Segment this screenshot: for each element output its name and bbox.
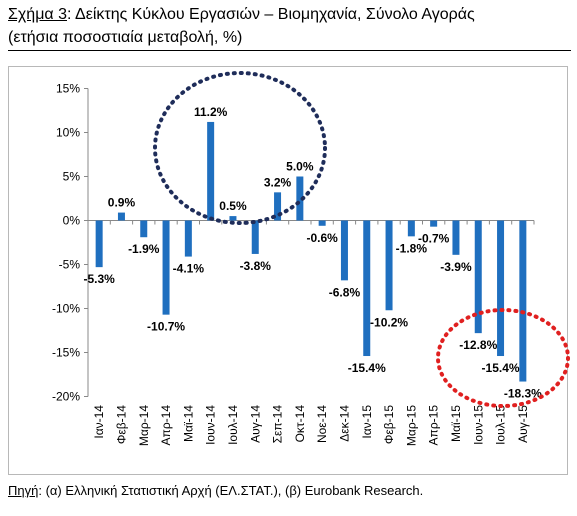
bar-Μαρ-14	[140, 220, 148, 238]
chart-subtitle: (ετήσια ποσοστιαία μεταβολή, %)	[8, 29, 243, 46]
y-tick-label: 15%	[56, 82, 80, 96]
bar-Ιουν-15	[474, 220, 482, 334]
data-label: -5.3%	[83, 272, 115, 286]
x-tick-label: Φεβ-15	[382, 405, 396, 444]
x-tick-label: Ιαν-15	[360, 405, 374, 439]
x-tick-label: Ιουλ-14	[226, 405, 240, 445]
bar-Ιαν-15	[363, 220, 371, 357]
source-note: Πηγή: (α) Ελληνική Στατιστική Αρχή (ΕΛ.Σ…	[8, 482, 423, 500]
source-text: : (α) Ελληνική Στατιστική Αρχή (ΕΛ.ΣΤΑΤ.…	[38, 483, 424, 498]
bar-Αυγ-15	[519, 220, 527, 382]
data-label: -3.8%	[240, 259, 272, 273]
y-tick-label: -20%	[52, 390, 80, 404]
y-tick-label: 0%	[63, 214, 81, 228]
bar-Οκτ-14	[296, 176, 304, 221]
x-tick-label: Ιουν-14	[204, 405, 218, 445]
bar-Ιαν-14	[95, 220, 103, 268]
x-tick-label: Σεπ-14	[271, 405, 285, 444]
bar-Αυγ-14	[251, 220, 259, 254]
bar-Ιουν-14	[207, 121, 215, 221]
bar-Μαρ-15	[407, 220, 415, 237]
bar-Ιουλ-14	[229, 216, 237, 221]
data-label: -1.8%	[396, 241, 428, 255]
data-label: 5.0%	[286, 160, 314, 174]
figure-title-text: : Δείκτης Κύκλου Εργασιών – Βιομηχανία, …	[67, 6, 475, 23]
x-tick-label: Ιουλ-15	[494, 405, 508, 445]
data-label: 3.2%	[264, 175, 292, 189]
y-tick-label: -15%	[52, 346, 80, 360]
x-tick-label: Μαρ-15	[404, 405, 418, 446]
data-label: -3.9%	[440, 260, 472, 274]
y-tick-label: 10%	[56, 126, 80, 140]
data-label: 0.5%	[219, 199, 247, 213]
data-label: 0.9%	[108, 196, 136, 210]
bar-Φεβ-14	[117, 212, 125, 221]
figure-number: Σχήμα 3	[8, 6, 67, 23]
bar-Απρ-14	[162, 220, 170, 315]
x-tick-label: Νοε-14	[315, 405, 329, 443]
x-tick-label: Οκτ-14	[293, 405, 307, 443]
chart-title: Σχήμα 3: Δείκτης Κύκλου Εργασιών – Βιομη…	[8, 4, 573, 26]
source-label: Πηγή	[8, 483, 39, 498]
x-tick-label: Φεβ-14	[114, 405, 128, 444]
x-tick-label: Ιαν-14	[92, 405, 106, 439]
bar-Μαϊ-15	[452, 220, 460, 255]
y-tick-label: -10%	[52, 302, 80, 316]
x-tick-label: Αυγ-14	[248, 405, 262, 443]
data-label: -12.8%	[459, 338, 497, 352]
data-label: -1.9%	[128, 242, 160, 256]
data-label: -0.7%	[418, 232, 450, 246]
highlight-circle-2015	[436, 308, 570, 408]
data-label: -10.7%	[147, 320, 185, 334]
y-tick-label: 5%	[63, 170, 81, 184]
bar-Απρ-15	[430, 220, 438, 227]
bar-Σεπ-14	[274, 192, 282, 221]
chart-frame	[8, 66, 568, 475]
x-tick-label: Μαϊ-15	[449, 405, 463, 442]
x-tick-label: Μαϊ-14	[181, 405, 195, 442]
x-tick-label: Αυγ-15	[516, 405, 530, 443]
title-divider	[8, 50, 571, 51]
y-tick-label: -5%	[59, 258, 81, 272]
x-tick-label: Μαρ-14	[137, 405, 151, 446]
bar-Δεκ-14	[340, 220, 348, 281]
data-label: -15.4%	[482, 361, 520, 375]
x-tick-label: Απρ-15	[427, 405, 441, 446]
data-label: -10.2%	[370, 315, 408, 329]
bar-Μαϊ-14	[184, 220, 192, 257]
data-label: 11.2%	[194, 105, 228, 119]
x-tick-label: Απρ-14	[159, 405, 173, 446]
x-tick-label: Ιουν-15	[471, 405, 485, 445]
data-label: -4.1%	[173, 262, 205, 276]
highlight-circle-2014	[153, 71, 327, 225]
bar-Φεβ-15	[385, 220, 393, 311]
bar-Νοε-14	[318, 220, 326, 226]
data-label: -0.6%	[306, 231, 338, 245]
data-label: -18.3%	[504, 387, 542, 401]
data-label: -15.4%	[348, 361, 386, 375]
bar-Ιουλ-15	[497, 220, 505, 357]
x-tick-label: Δεκ-14	[337, 405, 351, 442]
data-label: -6.8%	[329, 285, 361, 299]
